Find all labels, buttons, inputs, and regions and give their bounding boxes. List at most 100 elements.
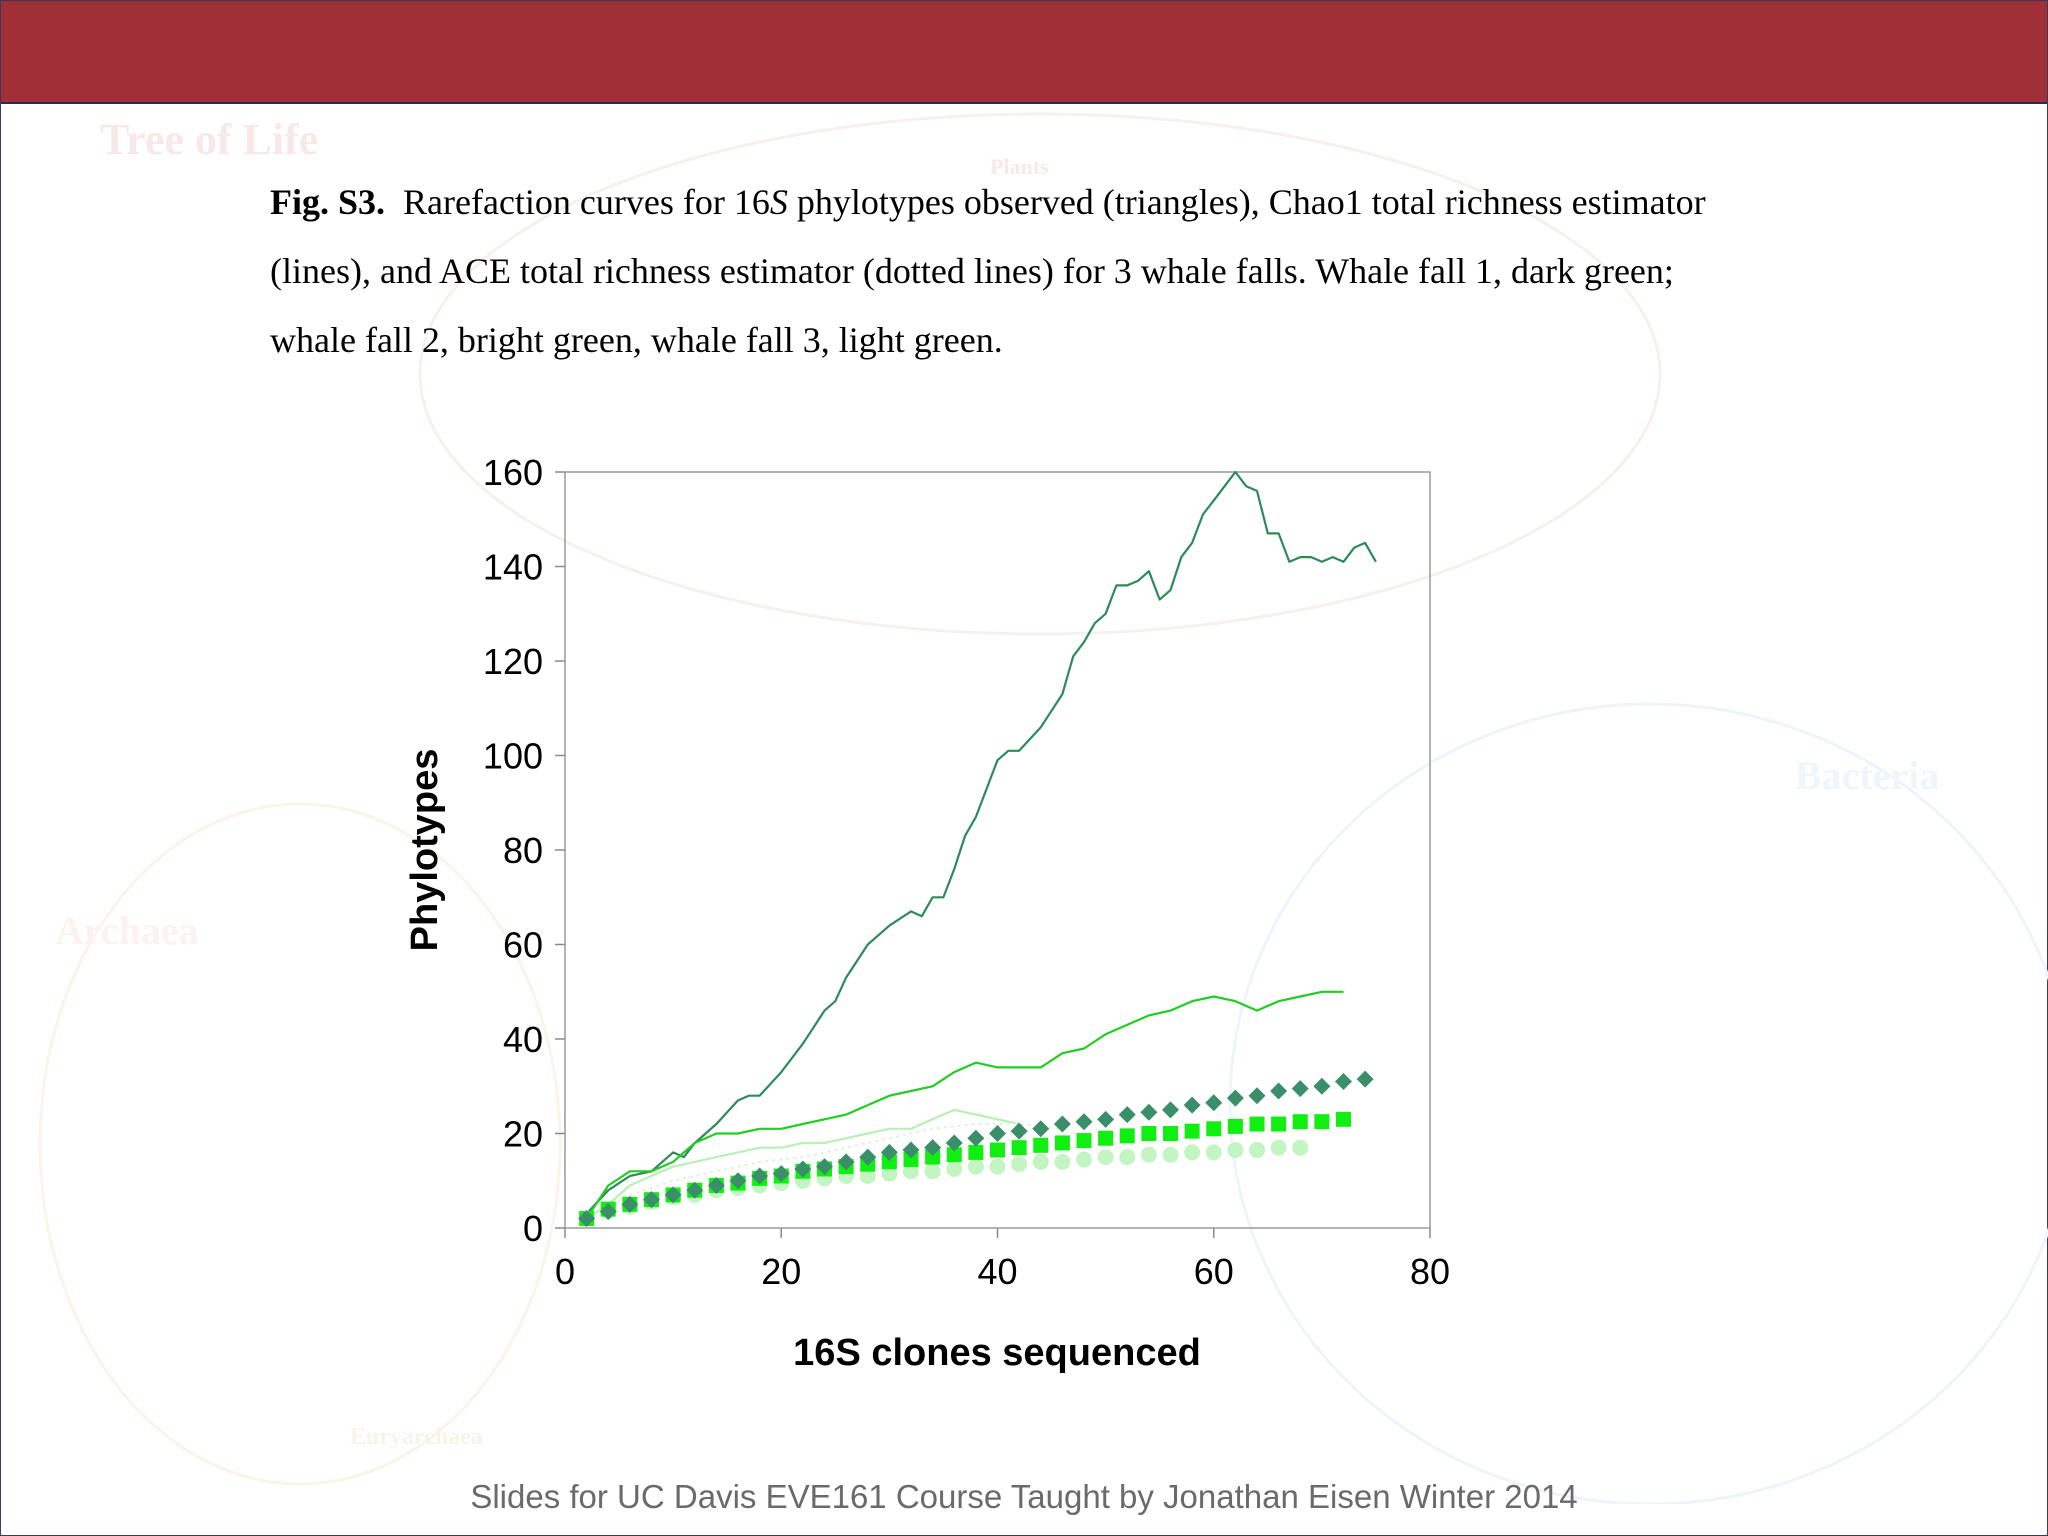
observed-whale-fall-1-point — [945, 1134, 963, 1152]
observed-whale-fall-3-point — [1205, 1144, 1222, 1161]
observed-whale-fall-2-point — [1011, 1140, 1027, 1156]
observed-whale-fall-2-point — [1119, 1128, 1135, 1144]
observed-whale-fall-1-point — [902, 1141, 920, 1159]
observed-whale-fall-1-point — [1118, 1106, 1136, 1124]
observed-whale-fall-3-point — [1140, 1146, 1157, 1163]
observed-whale-fall-3-point — [881, 1165, 898, 1182]
y-axis-title: Phylotypes — [404, 749, 446, 952]
observed-whale-fall-1-point — [859, 1148, 877, 1166]
observed-whale-fall-1-point — [837, 1153, 855, 1171]
y-tick-label: 60 — [503, 925, 543, 966]
observed-whale-fall-2-point — [968, 1144, 984, 1160]
slide-footer: Slides for UC Davis EVE161 Course Taught… — [470, 1478, 1578, 1515]
observed-whale-fall-2-point — [1054, 1135, 1070, 1151]
observed-whale-fall-3-point — [1076, 1151, 1092, 1168]
observed-whale-fall-2-point — [1163, 1126, 1178, 1141]
chao1-whale-fall-3-line — [586, 1108, 1020, 1220]
observed-whale-fall-1-point — [1291, 1080, 1309, 1098]
series-markers — [578, 1070, 1374, 1228]
observed-whale-fall-1-point — [621, 1195, 639, 1213]
observed-whale-fall-1-point — [643, 1191, 660, 1209]
observed-whale-fall-3-point — [1054, 1153, 1071, 1170]
observed-whale-fall-1-point — [1140, 1103, 1158, 1121]
observed-whale-fall-3-point — [1249, 1142, 1265, 1159]
chao1-whale-fall-2-line — [585, 990, 1344, 1220]
observed-whale-fall-2-point — [1271, 1116, 1287, 1132]
observed-whale-fall-2-point — [1141, 1126, 1157, 1141]
observed-whale-fall-1-point — [1270, 1082, 1288, 1100]
observed-whale-fall-1-point — [1205, 1094, 1223, 1112]
observed-whale-fall-2-point — [1033, 1137, 1049, 1153]
observed-whale-fall-3-point — [1097, 1149, 1114, 1166]
observed-whale-fall-2-point — [925, 1149, 941, 1165]
observed-whale-fall-1-point — [599, 1202, 617, 1220]
observed-whale-fall-3-point — [903, 1163, 919, 1180]
observed-whale-fall-1-point — [1356, 1070, 1374, 1088]
observed-whale-fall-2-point — [903, 1151, 919, 1167]
observed-whale-fall-2-point — [1227, 1118, 1243, 1134]
observed-whale-fall-1-point — [1162, 1101, 1179, 1119]
caption-text-italic: S — [769, 182, 788, 222]
caption-text-part1: Rarefaction curves for 16 — [403, 182, 770, 222]
observed-whale-fall-2-point — [946, 1147, 962, 1163]
observed-whale-fall-3-point — [1292, 1139, 1309, 1156]
observed-whale-fall-2-point — [881, 1154, 897, 1170]
observed-whale-fall-1-point — [880, 1143, 898, 1161]
observed-whale-fall-1-point — [772, 1165, 790, 1183]
observed-whale-fall-1-point — [729, 1172, 747, 1190]
observed-whale-fall-1-point — [751, 1167, 769, 1185]
observed-whale-fall-2-point — [1206, 1121, 1222, 1137]
observed-whale-fall-3-point — [1162, 1146, 1179, 1163]
observed-whale-fall-2-point — [1249, 1116, 1265, 1132]
observed-whale-fall-3-point — [989, 1158, 1006, 1175]
observed-whale-fall-1-point — [816, 1158, 833, 1176]
y-tick-label: 140 — [483, 547, 543, 588]
observed-whale-fall-1-point — [967, 1129, 985, 1147]
observed-whale-fall-1-point — [1335, 1073, 1352, 1091]
y-tick-label: 80 — [503, 830, 543, 871]
y-tick-label: 20 — [503, 1114, 543, 1155]
observed-whale-fall-1-point — [1010, 1122, 1028, 1140]
x-axis-title: 16S clones sequenced — [793, 1332, 1201, 1374]
observed-whale-fall-2-point — [1336, 1111, 1351, 1127]
observed-whale-fall-1-point — [794, 1160, 812, 1178]
x-tick-label: 20 — [761, 1251, 801, 1292]
observed-whale-fall-1-point — [664, 1186, 682, 1204]
x-tick-label: 40 — [977, 1251, 1017, 1292]
observed-whale-fall-2-point — [1314, 1114, 1330, 1130]
slide-header-bar — [1, 1, 2047, 104]
series-lines — [585, 470, 1377, 1220]
y-tick-label: 0 — [523, 1208, 543, 1249]
y-tick-label: 160 — [483, 452, 543, 493]
observed-whale-fall-3-point — [1119, 1149, 1136, 1166]
rarefaction-chart: 0 20 40 60 80 0 20 40 60 80 100 120 140 160 16S clone… — [404, 452, 1450, 1374]
observed-whale-fall-2-point — [1292, 1114, 1308, 1130]
observed-whale-fall-1-point — [1248, 1087, 1266, 1105]
observed-whale-fall-2-point — [1076, 1133, 1092, 1149]
observed-whale-fall-3-point — [859, 1168, 876, 1185]
observed-whale-fall-2-point — [1098, 1130, 1114, 1146]
observed-whale-fall-3-point — [924, 1163, 941, 1180]
y-tick-label: 120 — [483, 641, 543, 682]
observed-whale-fall-1-point — [1097, 1110, 1115, 1128]
observed-whale-fall-3-point — [1032, 1153, 1049, 1170]
caption-text-part2: phylotypes observed (triangles), Chao1 t… — [270, 182, 1706, 360]
axes: 0 20 40 60 80 0 20 40 60 80 100 120 140 160 — [483, 452, 1450, 1292]
y-tick-label: 100 — [483, 736, 543, 777]
observed-whale-fall-1-point — [1032, 1120, 1050, 1138]
observed-whale-fall-3-point — [946, 1160, 963, 1177]
chao1-whale-fall-1-line — [585, 470, 1377, 1215]
x-tick-label: 60 — [1194, 1251, 1234, 1292]
observed-whale-fall-3-point — [1184, 1144, 1201, 1161]
observed-whale-fall-3-point — [1270, 1139, 1287, 1156]
observed-whale-fall-1-point — [686, 1181, 704, 1199]
figure-label: Fig. S3. — [270, 182, 386, 222]
observed-whale-fall-3-point — [967, 1158, 984, 1175]
observed-whale-fall-3-point — [1227, 1142, 1244, 1159]
observed-whale-fall-1-point — [924, 1139, 942, 1157]
figure-caption: Fig. S3. Rarefaction curves for 16S phyl… — [270, 168, 1760, 375]
observed-whale-fall-3-point — [1011, 1156, 1028, 1173]
observed-whale-fall-1-point — [1313, 1077, 1331, 1095]
observed-whale-fall-1-point — [1053, 1115, 1071, 1133]
observed-whale-fall-2-point — [990, 1142, 1005, 1158]
